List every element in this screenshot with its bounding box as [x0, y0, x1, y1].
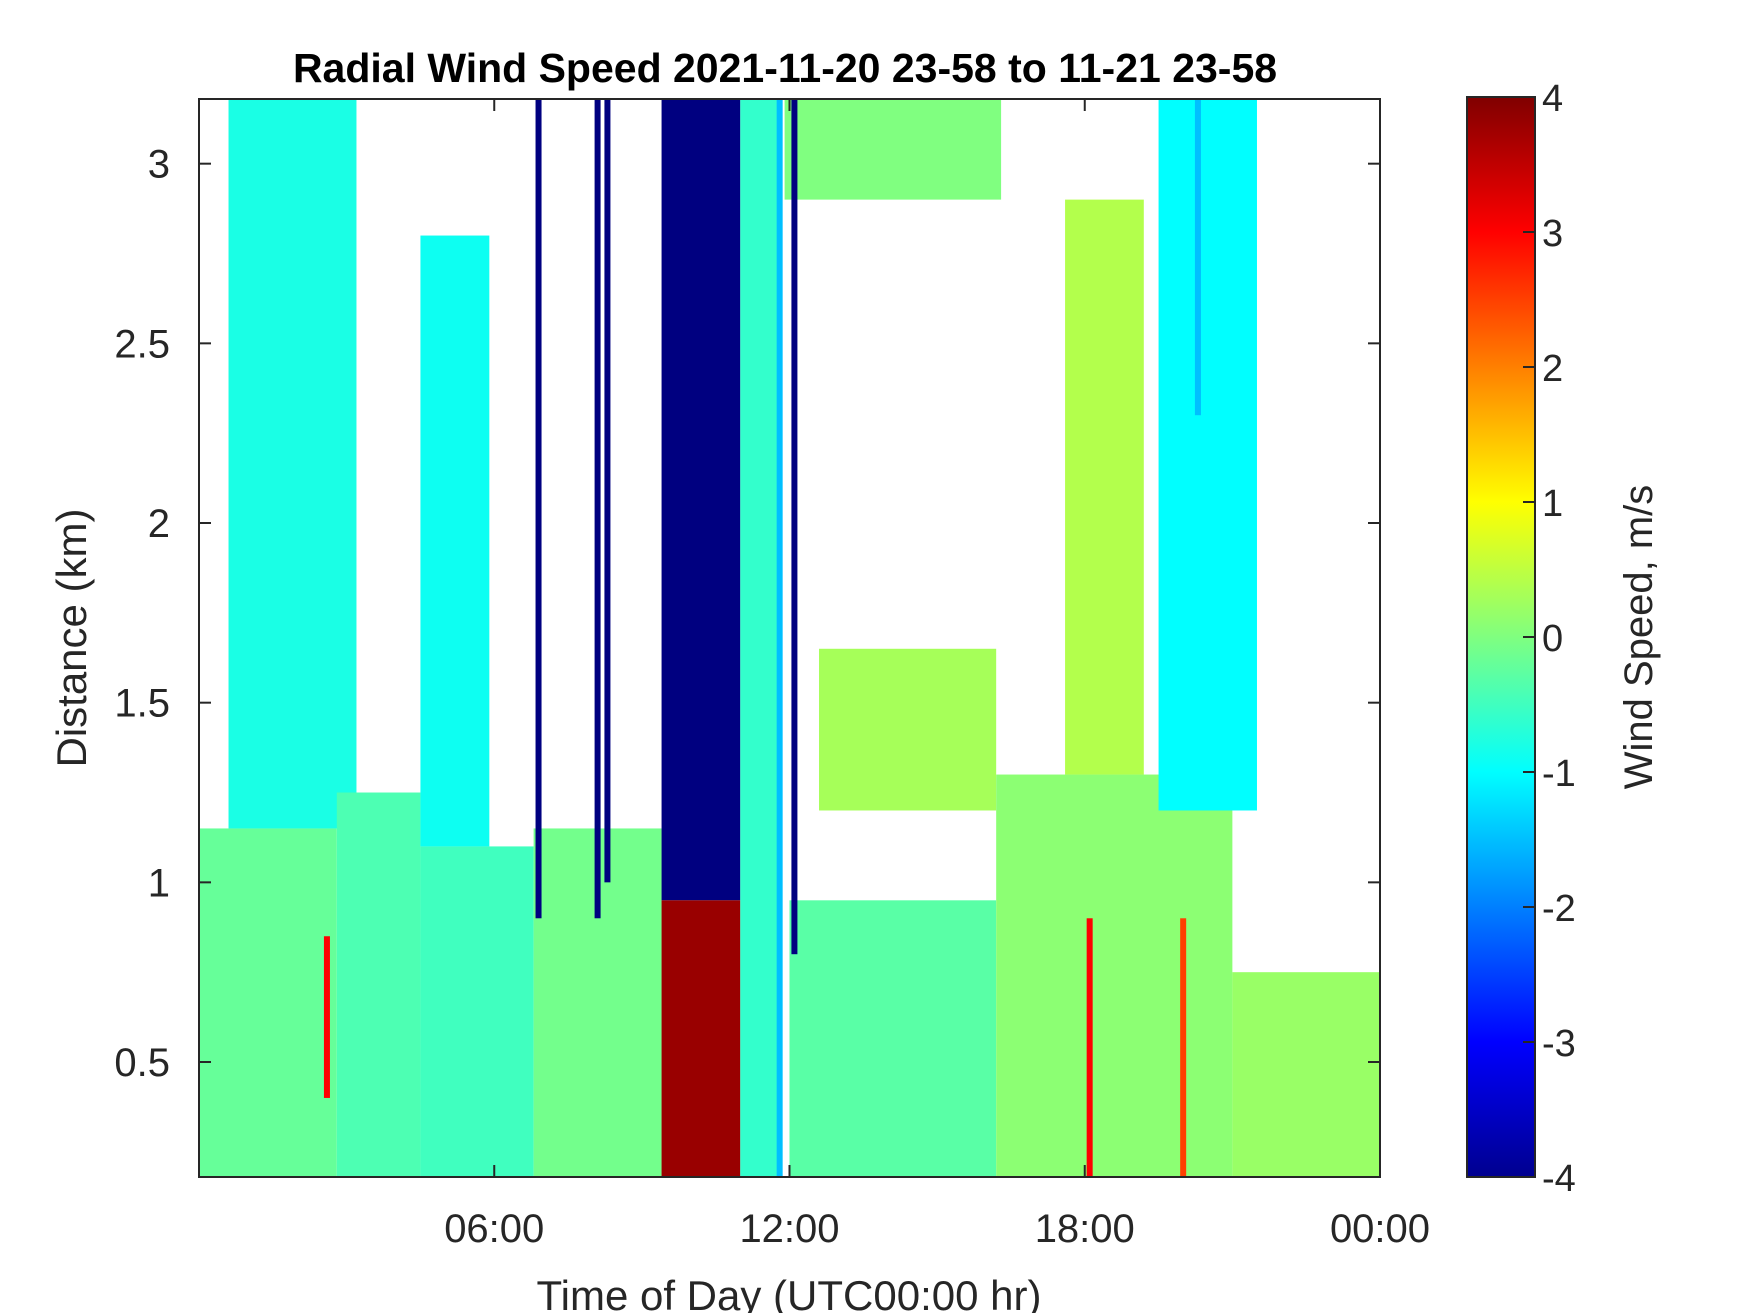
- heatmap-region-6: [661, 99, 741, 901]
- colorbar-label: Wind Speed, m/s: [1617, 485, 1661, 790]
- colorbar-tick-label: -4: [1542, 1158, 1576, 1200]
- y-tick-label: 0.5: [114, 1041, 170, 1085]
- heatmap-region-15: [1158, 99, 1257, 811]
- y-tick-label: 1: [148, 861, 170, 905]
- y-tick-label: 3: [148, 143, 170, 187]
- x-tick-label: 18:00: [1035, 1207, 1135, 1251]
- x-tick-label: 06:00: [444, 1207, 544, 1251]
- heatmap-region-4: [420, 235, 490, 847]
- x-tick-label: 12:00: [739, 1207, 839, 1251]
- heatmap-region-10: [819, 648, 997, 811]
- heatmap-region-2: [336, 792, 421, 1177]
- heatmap-region-14: [1232, 972, 1380, 1177]
- heatmap-streak-6: [1180, 918, 1187, 1177]
- x-axis: 06:00 12:00 18:00 00:00: [444, 99, 1430, 1251]
- colorbar-ticks: 4 3 2 1 0 -1 -2 -3 -4: [1523, 78, 1576, 1200]
- x-tick-label: 00:00: [1330, 1207, 1430, 1251]
- colorbar-tick-label: -2: [1542, 888, 1576, 930]
- heatmap-streak-1: [594, 99, 601, 919]
- colorbar-tick-label: -3: [1542, 1023, 1576, 1065]
- y-tick-label: 1.5: [114, 682, 170, 726]
- heatmap-streak-2: [604, 99, 611, 883]
- heatmap-region-1: [228, 99, 357, 829]
- chart-title: Radial Wind Speed 2021-11-20 23-58 to 11…: [293, 45, 1277, 91]
- heatmap-region-9: [784, 99, 1002, 200]
- heatmap-region-0: [199, 828, 337, 1177]
- heatmap-region-12: [996, 774, 1233, 1177]
- heatmap-streak-7: [323, 936, 330, 1098]
- heatmap-streak-4: [776, 99, 783, 1177]
- heatmap-region-13: [1065, 199, 1144, 775]
- y-tick-label: 2.5: [114, 322, 170, 366]
- heatmap-region-8: [740, 99, 780, 1177]
- colorbar-tick-label: 0: [1542, 618, 1563, 660]
- heatmap-region-7: [661, 900, 741, 1177]
- colorbar-tick-label: 1: [1542, 483, 1563, 525]
- colorbar-tick-label: 3: [1542, 213, 1563, 255]
- colorbar-tick-label: 4: [1542, 78, 1563, 120]
- y-axis-label: Distance (km): [48, 508, 95, 767]
- y-tick-label: 2: [148, 502, 170, 546]
- heatmap-streak-8: [1194, 99, 1201, 416]
- heatmap-streak-0: [535, 99, 542, 919]
- heatmap-region-11: [789, 900, 997, 1177]
- heatmap-region-3: [420, 846, 534, 1177]
- colorbar-tick-label: -1: [1542, 753, 1576, 795]
- colorbar-tick-label: 2: [1542, 348, 1563, 390]
- heatmap-streak-5: [1086, 918, 1093, 1177]
- heatmap-cells: [199, 99, 1380, 1177]
- heatmap-streak-3: [791, 99, 798, 955]
- x-axis-label: Time of Day (UTC00:00 hr): [537, 1272, 1042, 1313]
- y-axis: 0.5 1 1.5 2 2.5 3: [114, 143, 1380, 1085]
